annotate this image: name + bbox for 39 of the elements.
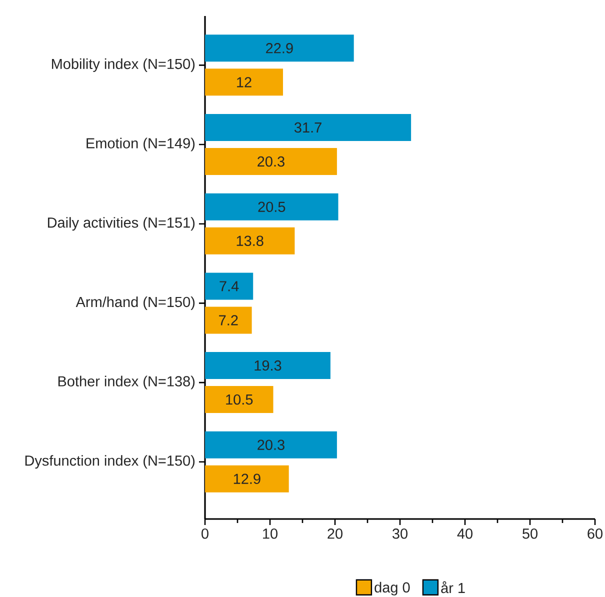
data-label: 31.7 xyxy=(294,122,322,133)
y-tick-label: Arm/hand (N=150) xyxy=(76,296,195,310)
y-tick-label: Daily activities (N=151) xyxy=(48,217,195,231)
data-label: 20.5 xyxy=(258,202,286,212)
data-label: 20.3 xyxy=(258,156,284,167)
bar xyxy=(205,272,254,300)
bar xyxy=(205,34,354,62)
x-tick-label: 30 xyxy=(392,528,408,539)
data-label: 10.5 xyxy=(226,394,253,405)
y-tick-label: Mobility index (N=150) xyxy=(52,58,195,72)
y-tick-label: Bother index (N=138) xyxy=(58,376,195,390)
bar xyxy=(205,227,295,254)
data-label: 7.4 xyxy=(220,281,239,292)
data-label: 12 xyxy=(237,77,252,88)
bar xyxy=(205,193,338,220)
bar xyxy=(205,114,412,142)
data-label: 13.8 xyxy=(236,236,264,246)
y-tick-label: Emotion (N=149) xyxy=(86,138,195,152)
x-tick-label: 40 xyxy=(457,528,472,539)
bar xyxy=(205,68,283,96)
x-tick-label: 50 xyxy=(522,528,538,539)
bar xyxy=(205,465,289,492)
data-label: 19.3 xyxy=(254,360,282,371)
data-label: 7.2 xyxy=(219,315,238,326)
x-tick-label: 10 xyxy=(263,528,278,539)
y-tick-label: Dysfunction index (N=150) xyxy=(25,455,195,469)
bar xyxy=(205,386,274,414)
legend-label: dag 0 xyxy=(374,582,410,596)
x-tick-label: 20 xyxy=(328,528,342,539)
data-label: 22.9 xyxy=(266,43,293,54)
legend-label: år 1 xyxy=(441,581,465,594)
x-tick-label: 0 xyxy=(202,528,208,539)
bar xyxy=(205,306,252,334)
data-label: 20.3 xyxy=(258,440,284,450)
data-label: 12.9 xyxy=(234,474,260,484)
bar xyxy=(205,148,337,176)
bar xyxy=(205,352,330,380)
bar xyxy=(205,431,337,458)
x-tick-label: 60 xyxy=(588,528,602,539)
